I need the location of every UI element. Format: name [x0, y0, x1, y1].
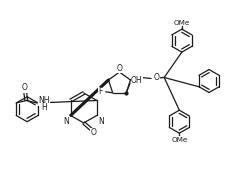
Text: N: N	[98, 117, 103, 126]
Text: NH: NH	[38, 97, 49, 105]
Text: OH: OH	[131, 76, 142, 85]
Text: N: N	[64, 117, 69, 126]
Text: O: O	[22, 83, 28, 92]
Text: H: H	[41, 103, 46, 112]
Text: O: O	[90, 128, 96, 137]
Text: OMe: OMe	[170, 137, 187, 143]
Text: OMe: OMe	[173, 20, 189, 26]
Text: O: O	[153, 73, 159, 82]
Text: F: F	[98, 87, 102, 96]
Text: O: O	[116, 64, 122, 73]
